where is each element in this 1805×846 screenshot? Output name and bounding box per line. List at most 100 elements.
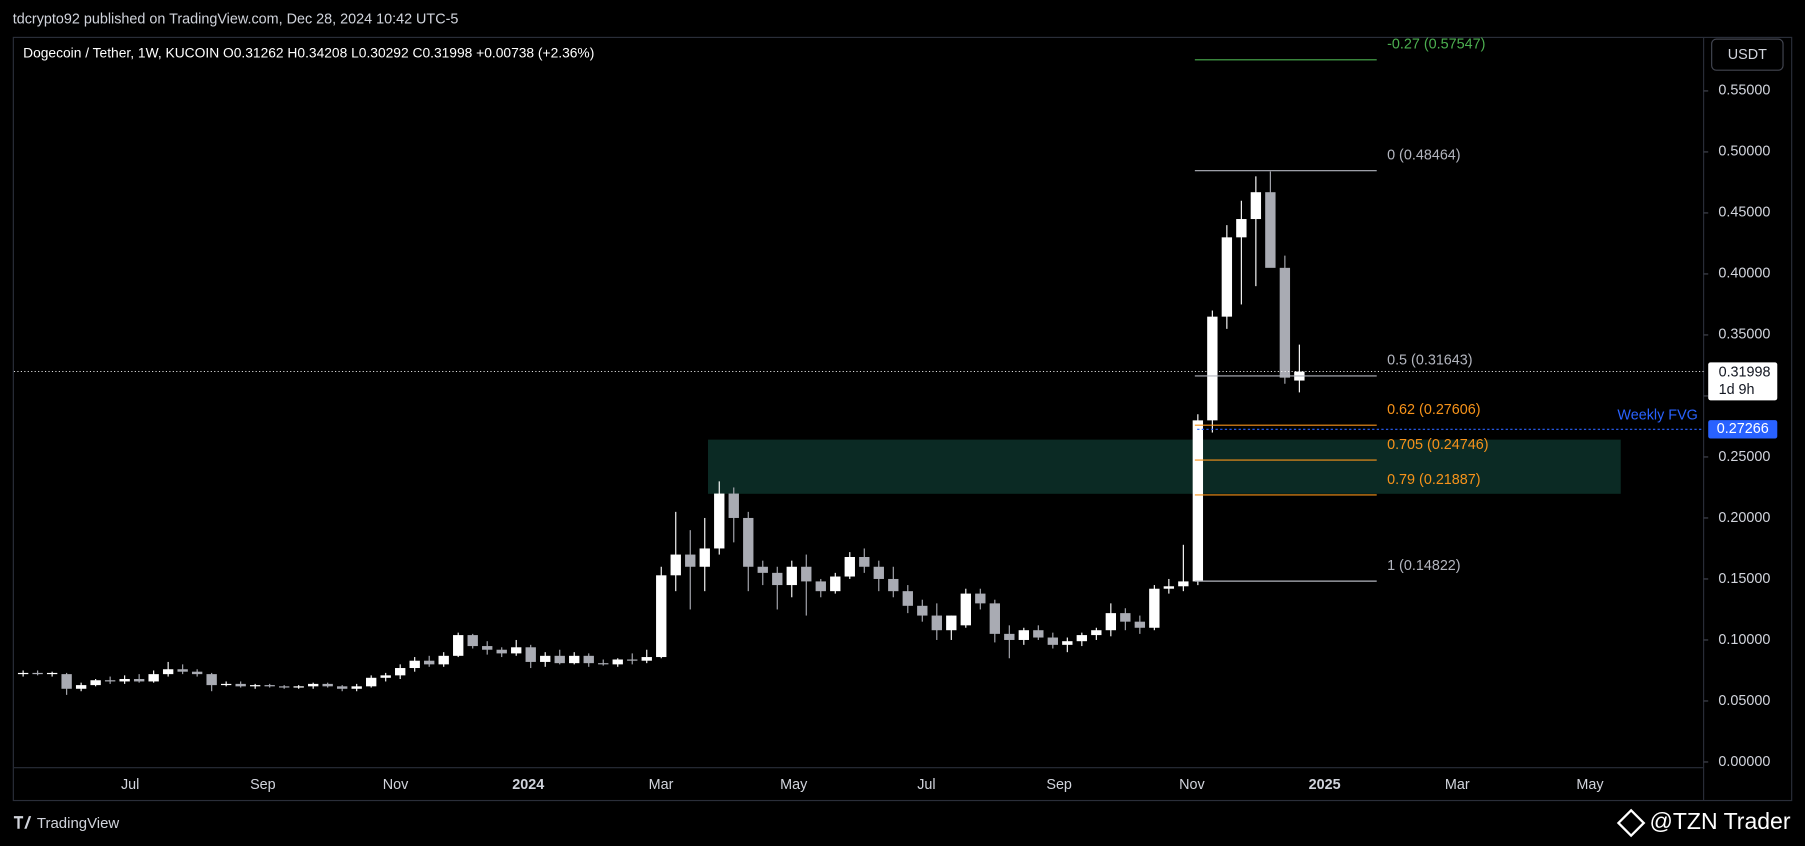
candle-body xyxy=(482,646,493,650)
candle-body xyxy=(917,605,928,616)
candle-body xyxy=(873,566,884,579)
candle-body xyxy=(1062,641,1073,645)
candle-body xyxy=(75,685,87,689)
fib-label: 0.705 (0.24746) xyxy=(1387,437,1489,453)
candle-body xyxy=(293,686,304,688)
candle-body xyxy=(322,683,333,687)
candle-body xyxy=(960,593,971,626)
y-tick-label: 0.20000 xyxy=(1718,510,1770,526)
candle-body xyxy=(337,686,348,689)
candle-body xyxy=(1120,613,1131,622)
candle-body xyxy=(119,679,130,682)
candle-body xyxy=(743,517,754,567)
candle-body xyxy=(453,635,464,656)
y-tick-label: 0.45000 xyxy=(1718,205,1770,221)
candle-body xyxy=(46,672,58,675)
x-tick-label: 2025 xyxy=(1309,777,1341,793)
candle-body xyxy=(583,655,594,664)
candle-body xyxy=(438,655,449,665)
last-price-box xyxy=(1708,362,1778,401)
candle-body xyxy=(1192,420,1204,582)
fvg-price-label: 0.27266 xyxy=(1717,421,1769,437)
candle-body xyxy=(104,680,116,682)
candle-body xyxy=(278,686,290,688)
candle-body xyxy=(395,668,406,676)
candle-body xyxy=(888,578,899,592)
candle-body xyxy=(902,591,913,606)
candle-body xyxy=(162,669,174,675)
watermark: @TZN Trader xyxy=(1650,808,1791,834)
candle-body xyxy=(627,659,638,661)
y-tick-label: 0.50000 xyxy=(1718,144,1770,160)
x-tick-label: Mar xyxy=(1445,777,1470,793)
x-tick-label: Sep xyxy=(250,777,276,793)
candle-body xyxy=(989,603,1000,634)
candle-body xyxy=(612,659,623,665)
y-tick-label: 0.35000 xyxy=(1718,327,1770,343)
candle-body xyxy=(1279,267,1291,378)
chart-frame xyxy=(12,36,1793,802)
candle-body xyxy=(641,657,652,661)
x-tick-label: Jul xyxy=(917,777,935,793)
candle-body xyxy=(1178,581,1189,587)
candle-body xyxy=(1004,633,1015,640)
candle-body xyxy=(1047,637,1059,645)
y-tick-label: 0.05000 xyxy=(1718,693,1770,709)
candle-body xyxy=(511,647,522,654)
countdown: 1d 9h xyxy=(1719,382,1755,398)
y-tick-label: 0.25000 xyxy=(1718,449,1770,465)
candle-body xyxy=(380,675,391,678)
fvg-price-box xyxy=(1708,420,1778,439)
candle-body xyxy=(946,615,957,631)
candle-body xyxy=(1265,192,1276,268)
watermark-logo xyxy=(1616,808,1646,838)
candle-body xyxy=(496,649,507,654)
candle-body xyxy=(1163,586,1175,589)
candle-body xyxy=(670,554,681,576)
candle-body xyxy=(351,686,362,689)
candle-body xyxy=(148,674,159,682)
candle-body xyxy=(728,493,739,518)
candle-body xyxy=(409,660,420,669)
candle-body xyxy=(859,557,870,567)
currency-label[interactable]: USDT xyxy=(1728,47,1767,63)
candle-body xyxy=(1134,621,1146,628)
candle-body xyxy=(656,575,667,658)
y-tick-label: 0.10000 xyxy=(1718,632,1770,648)
candle-body xyxy=(191,671,203,675)
candle-body xyxy=(772,572,783,586)
candle-body xyxy=(1091,630,1102,636)
candle-body xyxy=(133,679,145,682)
candle-body xyxy=(569,655,580,664)
brand-logo xyxy=(13,816,32,829)
candle-body xyxy=(1033,630,1044,638)
candle-body xyxy=(975,593,986,604)
candle-body xyxy=(931,615,942,631)
y-tick-label: 0.00000 xyxy=(1718,754,1770,770)
fib-label: -0.27 (0.57547) xyxy=(1387,37,1485,53)
y-tick-label: 0.55000 xyxy=(1718,83,1770,99)
candle-body xyxy=(424,660,435,665)
candle-body xyxy=(17,672,29,675)
candle-body xyxy=(685,554,696,567)
fib-label: 0 (0.48464) xyxy=(1387,148,1461,164)
candle-body xyxy=(786,566,797,586)
fib-label: 0.5 (0.31643) xyxy=(1387,353,1473,369)
last-price-label: 0.31998 xyxy=(1719,365,1771,381)
fvg-name: Weekly FVG xyxy=(1617,407,1697,423)
candle-body xyxy=(249,685,261,687)
y-tick-label: 0.40000 xyxy=(1718,266,1770,282)
legend: Dogecoin / Tether, 1W, KUCOIN O0.31262 H… xyxy=(23,45,594,61)
candle-body xyxy=(177,669,188,672)
x-tick-label: May xyxy=(1576,777,1604,793)
candle-body xyxy=(801,566,812,582)
currency-button[interactable] xyxy=(1711,38,1784,71)
x-tick-label: May xyxy=(780,777,808,793)
candle-body xyxy=(1236,219,1247,238)
x-tick-label: Nov xyxy=(1179,777,1205,793)
x-tick-label: Jul xyxy=(121,777,139,793)
candle-body xyxy=(206,674,217,686)
y-tick-label: 0.15000 xyxy=(1718,571,1770,587)
